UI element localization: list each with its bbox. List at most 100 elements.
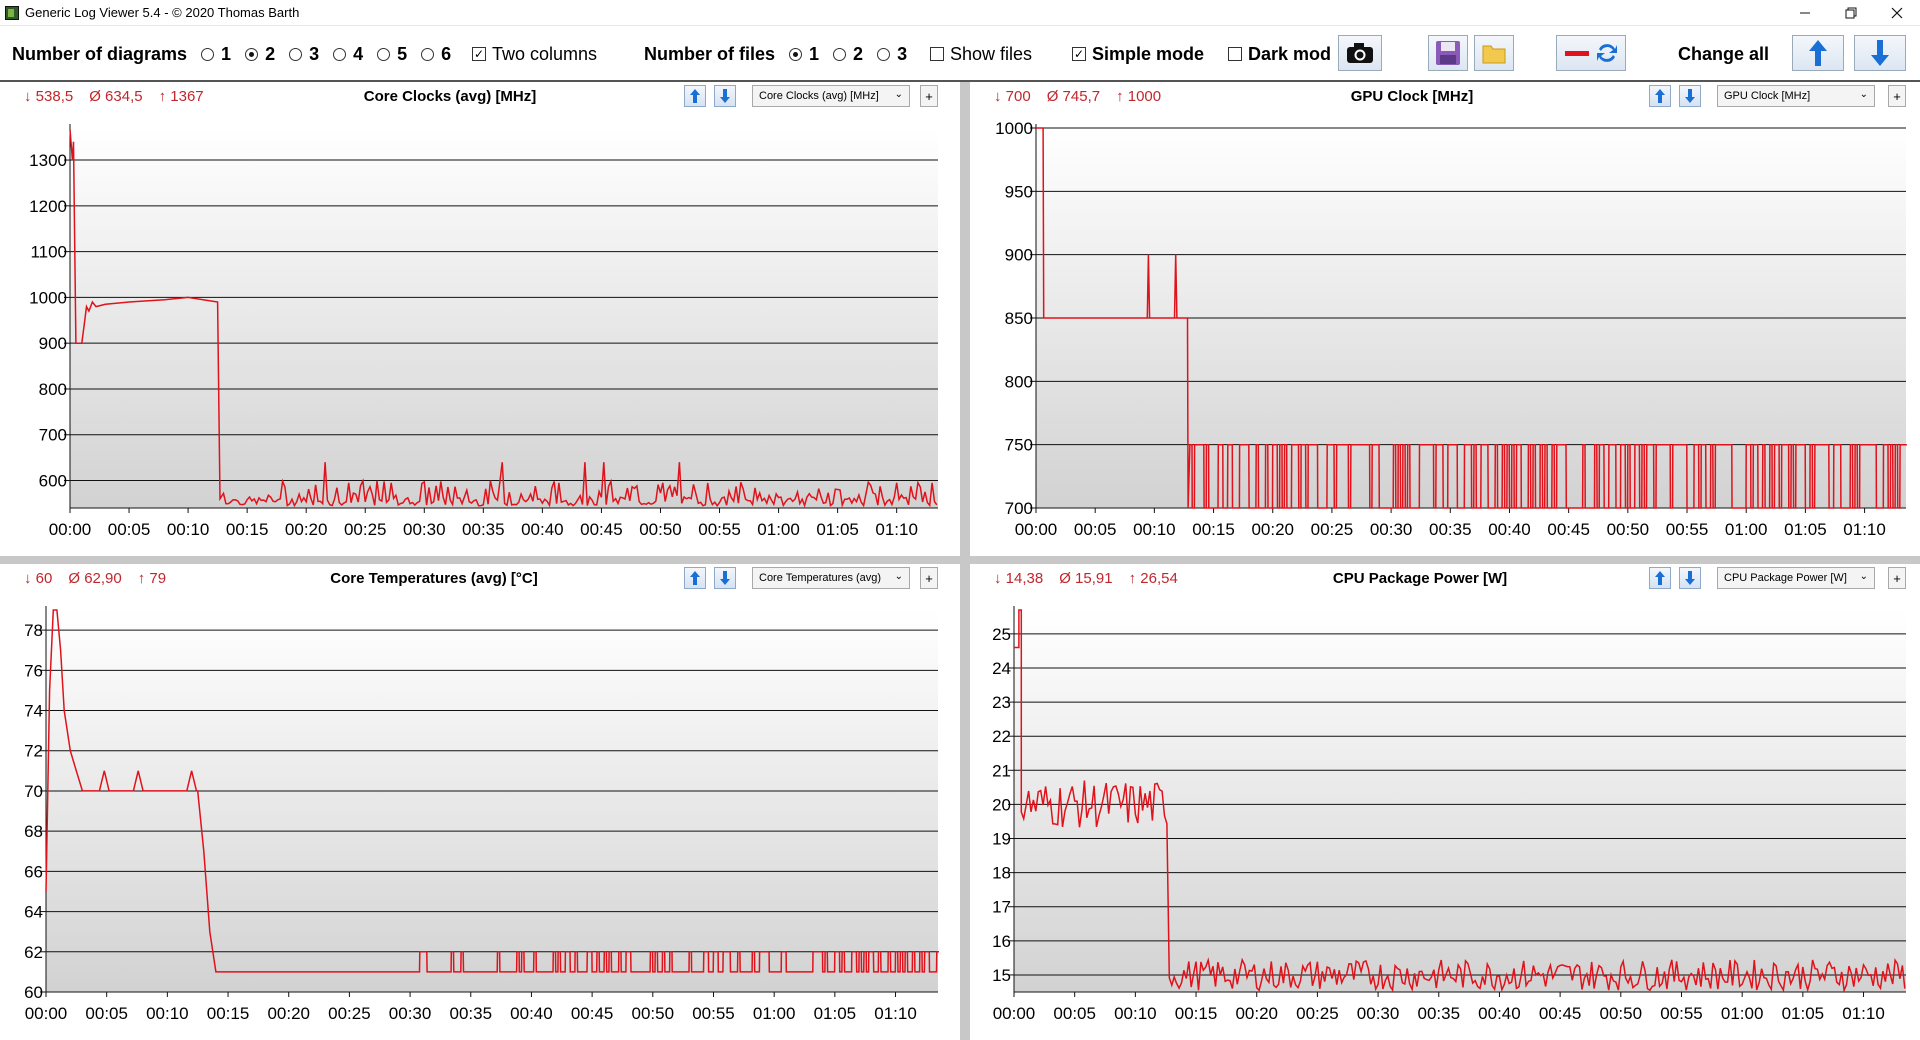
diagrams-label: Number of diagrams bbox=[12, 43, 188, 64]
simple-mode-checkbox[interactable]: ✓ Simple mode bbox=[1072, 43, 1205, 64]
x-tick-label: 01:05 bbox=[1784, 520, 1827, 539]
channel-select-value: GPU Clock [MHz] bbox=[1724, 90, 1811, 102]
files-radio-2[interactable]: 2 bbox=[833, 44, 863, 65]
move-up-button[interactable] bbox=[1649, 85, 1671, 107]
diagram-title: GPU Clock [MHz] bbox=[1350, 88, 1474, 105]
chevron-down-icon: ⌄ bbox=[1859, 89, 1868, 100]
diagram-title: Core Clocks (avg) [MHz] bbox=[363, 88, 537, 105]
change-all-down-button[interactable] bbox=[1854, 35, 1906, 71]
line-style-toggle-button[interactable] bbox=[1556, 35, 1626, 71]
x-tick-label: 00:05 bbox=[85, 1004, 128, 1023]
x-tick-label: 00:45 bbox=[580, 520, 623, 539]
channel-select[interactable]: Core Temperatures (avg) ⌄ bbox=[752, 567, 910, 589]
channel-select[interactable]: Core Clocks (avg) [MHz] ⌄ bbox=[752, 85, 910, 107]
x-tick-label: 00:25 bbox=[1296, 1004, 1339, 1023]
y-tick-label: 66 bbox=[24, 862, 43, 881]
add-channel-button[interactable]: + bbox=[1888, 85, 1906, 107]
x-tick-label: 00:45 bbox=[571, 1004, 614, 1023]
chart-plot[interactable]: 700 750 800 850 900 950 1000 00:00 00:05 00:10 00:… bbox=[970, 112, 1920, 556]
add-channel-button[interactable]: + bbox=[1888, 567, 1906, 589]
diagrams-radio-5[interactable]: 5 bbox=[377, 44, 407, 65]
x-tick-label: 00:15 bbox=[1192, 520, 1235, 539]
x-tick-label: 00:25 bbox=[328, 1004, 371, 1023]
close-button[interactable] bbox=[1874, 0, 1920, 26]
x-tick-label: 00:35 bbox=[449, 1004, 492, 1023]
window-title: Generic Log Viewer 5.4 - © 2020 Thomas B… bbox=[25, 5, 300, 20]
move-down-button[interactable] bbox=[1679, 567, 1701, 589]
chart-plot[interactable]: 60 62 64 66 68 70 72 74 76 78 00:00 00:05 00:10 00:15… bbox=[0, 594, 960, 1040]
core-temperatures-header: ↓ 60 Ø 62,90 ↑ 79 Core Temperatures (avg) [… bbox=[0, 564, 960, 594]
restore-button[interactable] bbox=[1828, 0, 1874, 26]
minimize-button[interactable] bbox=[1782, 0, 1828, 26]
files-radio-1[interactable]: 1 bbox=[789, 44, 819, 65]
y-tick-label: 700 bbox=[1005, 499, 1033, 518]
two-columns-checkbox[interactable]: ✓ Two columns bbox=[472, 43, 598, 64]
stat-min: ↓ 60 bbox=[24, 570, 53, 587]
x-tick-label: 01:05 bbox=[1782, 1004, 1825, 1023]
diagrams-radio-4[interactable]: 4 bbox=[333, 44, 363, 65]
x-tick-label: 00:10 bbox=[1133, 520, 1176, 539]
chart-plot[interactable]: 15 16 17 18 19 20 21 22 23 24 25 00:00 00:05 00:10 00:… bbox=[970, 594, 1920, 1040]
stat-max: ↑ 1000 bbox=[1116, 88, 1162, 105]
screenshot-button[interactable] bbox=[1338, 35, 1382, 71]
x-tick-label: 00:05 bbox=[108, 520, 151, 539]
arrow-up-icon bbox=[690, 89, 700, 103]
x-tick-label: 00:40 bbox=[510, 1004, 553, 1023]
x-tick-label: 01:10 bbox=[874, 1004, 917, 1023]
move-up-button[interactable] bbox=[684, 85, 706, 107]
show-files-checkbox[interactable]: Show files bbox=[930, 44, 1032, 65]
stat-max: ↑ 79 bbox=[137, 570, 167, 587]
folder-icon bbox=[1482, 45, 1506, 64]
diagram-core-clocks: ↓ 538,5 Ø 634,5 ↑ 1367 Core Clocks (avg) [M… bbox=[0, 82, 960, 556]
move-up-button[interactable] bbox=[684, 567, 706, 589]
y-tick-label: 900 bbox=[39, 334, 67, 353]
channel-select-value: CPU Package Power [W] bbox=[1724, 572, 1847, 584]
files-radio-3[interactable]: 3 bbox=[877, 44, 907, 65]
y-tick-label: 68 bbox=[24, 822, 43, 841]
x-tick-label: 00:55 bbox=[1666, 520, 1709, 539]
floppy-disk-icon bbox=[1436, 41, 1460, 65]
channel-select[interactable]: CPU Package Power [W] ⌄ bbox=[1717, 567, 1875, 589]
y-tick-label: 700 bbox=[39, 426, 67, 445]
diagram-title: Core Temperatures (avg) [°C] bbox=[330, 570, 538, 587]
x-tick-label: 00:35 bbox=[1429, 520, 1472, 539]
stats-readout: ↓ 60 Ø 62,90 ↑ 79 bbox=[24, 570, 182, 587]
add-channel-button[interactable]: + bbox=[920, 567, 938, 589]
add-channel-button[interactable]: + bbox=[920, 85, 938, 107]
x-tick-label: 00:55 bbox=[698, 520, 741, 539]
x-tick-label: 01:00 bbox=[1725, 520, 1768, 539]
channel-select[interactable]: GPU Clock [MHz] ⌄ bbox=[1717, 85, 1875, 107]
x-tick-label: 00:45 bbox=[1547, 520, 1590, 539]
y-tick-label: 1100 bbox=[30, 243, 67, 262]
move-down-button[interactable] bbox=[714, 85, 736, 107]
arrow-up-icon bbox=[690, 571, 700, 585]
x-tick-label: 00:40 bbox=[1488, 520, 1531, 539]
x-tick-label: 00:15 bbox=[1175, 1004, 1218, 1023]
y-tick-label: 78 bbox=[24, 621, 43, 640]
chart-plot[interactable]: 600 700 800 900 1000 1100 1200 1300 00:00 00:05 00… bbox=[0, 112, 960, 556]
diagrams-radio-3[interactable]: 3 bbox=[289, 44, 319, 65]
x-tick-label: 00:05 bbox=[1074, 520, 1117, 539]
diagrams-radio-6[interactable]: 6 bbox=[421, 44, 451, 65]
x-tick-label: 00:10 bbox=[167, 520, 210, 539]
y-tick-label: 1000 bbox=[995, 119, 1033, 138]
x-tick-label: 00:25 bbox=[344, 520, 387, 539]
row-divider[interactable] bbox=[0, 556, 1920, 564]
move-down-button[interactable] bbox=[1679, 85, 1701, 107]
move-down-button[interactable] bbox=[714, 567, 736, 589]
x-tick-label: 01:10 bbox=[1843, 520, 1886, 539]
open-folder-button[interactable] bbox=[1474, 35, 1514, 71]
diagrams-radio-2[interactable]: 2 bbox=[245, 44, 275, 65]
save-button[interactable] bbox=[1428, 35, 1468, 71]
y-tick-label: 900 bbox=[1005, 246, 1033, 265]
diagrams-radio-1[interactable]: 1 bbox=[201, 44, 231, 65]
move-up-button[interactable] bbox=[1649, 567, 1671, 589]
stats-readout: ↓ 700 Ø 745,7 ↑ 1000 bbox=[994, 88, 1177, 105]
file-count-group: Number of files 1 2 3 bbox=[644, 26, 907, 82]
plot-area bbox=[70, 128, 938, 508]
dark-mode-checkbox[interactable]: Dark mod bbox=[1228, 44, 1331, 65]
change-all-up-button[interactable] bbox=[1792, 35, 1844, 71]
x-tick-label: 01:00 bbox=[1721, 1004, 1764, 1023]
x-tick-label: 00:00 bbox=[25, 1004, 68, 1023]
x-tick-label: 01:05 bbox=[816, 520, 859, 539]
